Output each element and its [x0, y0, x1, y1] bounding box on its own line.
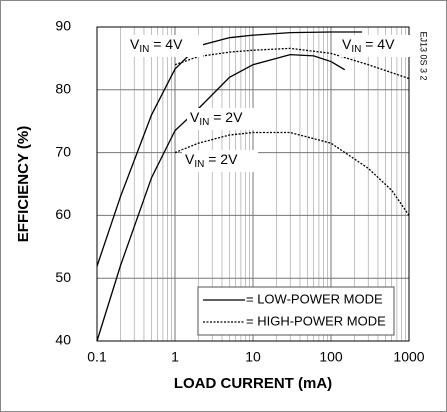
annotation-suffix: = 2V — [209, 109, 243, 125]
x-tick-label: 100 — [319, 349, 343, 365]
annotation-bg — [187, 108, 263, 130]
annotation: VIN = 2V — [190, 109, 243, 128]
annotation-bg — [182, 150, 258, 172]
y-tick-label: 70 — [55, 143, 71, 159]
y-tick-label: 90 — [55, 18, 71, 34]
y-tick-label: 50 — [55, 269, 71, 285]
x-tick-label: 1000 — [393, 349, 424, 365]
annotation-suffix: = 4V — [361, 36, 395, 52]
annotation: VIN = 4V — [342, 36, 395, 55]
annotation: VIN = 2V — [185, 151, 238, 170]
y-tick-label: 60 — [55, 206, 71, 222]
annotation-subscript: IN — [351, 44, 361, 55]
curve — [174, 47, 410, 80]
annotation-text: V — [342, 36, 352, 52]
x-tick-label: 10 — [245, 349, 261, 365]
plot-border — [96, 26, 410, 342]
x-tick-label: 1 — [171, 349, 179, 365]
annotation-suffix: = 4V — [149, 36, 183, 52]
annotation-text: V — [185, 151, 195, 167]
legend-label: = HIGH-POWER MODE — [246, 313, 386, 328]
y-tick-label: 40 — [55, 332, 71, 348]
figure-code: EJ13 0S 3 2 — [419, 31, 429, 80]
legend-label: = LOW-POWER MODE — [246, 291, 383, 306]
annotation-subscript: IN — [194, 159, 204, 170]
annotation-bg — [339, 35, 415, 57]
annotation-text: V — [130, 36, 140, 52]
curve — [174, 131, 410, 216]
annotation-subscript: IN — [199, 117, 209, 128]
y-tick-label: 80 — [55, 81, 71, 97]
annotation-suffix: = 2V — [204, 151, 238, 167]
curve — [96, 53, 346, 342]
annotation-bg — [127, 35, 203, 57]
curve — [96, 31, 363, 267]
legend-box — [197, 286, 395, 336]
x-tick-label: 0.1 — [87, 349, 107, 365]
x-axis-title: LOAD CURRENT (mA) — [174, 375, 332, 392]
y-axis-title: EFFICIENCY (%) — [15, 126, 32, 242]
annotation: VIN = 4V — [130, 36, 183, 55]
annotation-subscript: IN — [139, 44, 149, 55]
annotation-text: V — [190, 109, 200, 125]
